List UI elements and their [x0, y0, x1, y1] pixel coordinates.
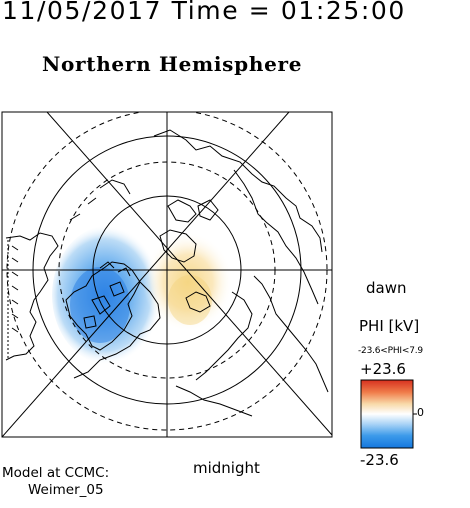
colorbar-min-label: -23.6 [360, 451, 399, 469]
positive-potential-cell [143, 232, 233, 332]
positive-potential-core [168, 275, 212, 325]
potential-pattern [52, 225, 233, 365]
negative-potential-core [70, 267, 130, 343]
dawn-label: dawn [366, 279, 407, 297]
colorbar-gradient [360, 379, 414, 449]
model-source-line1: Model at CCMC: [2, 465, 110, 481]
hemisphere-title: Northern Hemisphere [42, 52, 303, 76]
colorbar-zero-label: 0 [417, 406, 424, 419]
midnight-label: midnight [193, 459, 260, 477]
colorbar-max-label: +23.6 [360, 360, 406, 378]
date-time-header: 11/05/2017 Time = 01:25:00 [2, 0, 406, 25]
colorbar-title: PHI [kV] [359, 317, 420, 335]
meridians [2, 112, 332, 437]
map-frame [1, 111, 333, 438]
colorbar [360, 379, 417, 449]
colorbar-range: -23.6<PHI<7.9 [358, 346, 423, 356]
model-source-line2: Weimer_05 [28, 482, 104, 498]
